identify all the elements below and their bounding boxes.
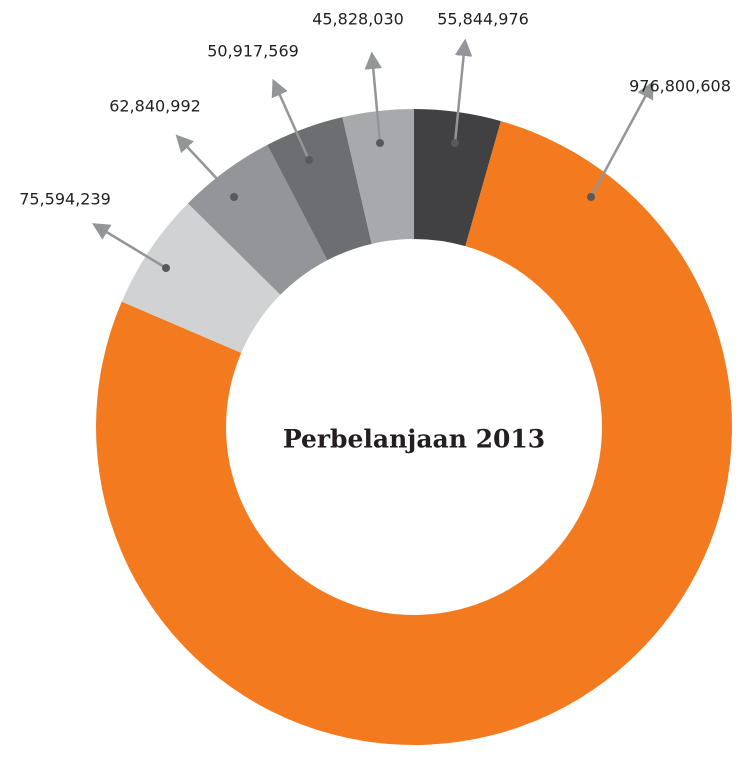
donut-slice: [121, 203, 281, 353]
callout-dot: [230, 193, 238, 201]
callout-arrow: [271, 78, 311, 161]
callout-arrow: [175, 134, 235, 198]
data-label: 45,828,030: [312, 10, 404, 29]
data-label: 50,917,569: [207, 42, 299, 61]
data-label: 55,844,976: [437, 10, 529, 29]
chart-title: Perbelanjaan 2013: [283, 425, 545, 454]
donut-slice: [267, 117, 372, 261]
donut-slice: [342, 109, 414, 244]
callout-dot: [305, 156, 313, 164]
callout-arrow: [364, 51, 382, 144]
callout-arrow: [589, 80, 654, 198]
callout-dot: [451, 139, 459, 147]
data-label: 75,594,239: [19, 190, 111, 209]
callout-arrow: [453, 38, 473, 144]
data-label: 976,800,608: [629, 77, 731, 96]
donut-slice: [95, 121, 733, 745]
callout-dot: [587, 193, 595, 201]
donut-slice: [414, 109, 501, 247]
callout-dot: [376, 139, 384, 147]
data-label: 62,840,992: [109, 97, 201, 116]
donut-slice: [187, 144, 328, 295]
callout-dot: [162, 264, 170, 272]
callout-arrow: [92, 223, 167, 270]
